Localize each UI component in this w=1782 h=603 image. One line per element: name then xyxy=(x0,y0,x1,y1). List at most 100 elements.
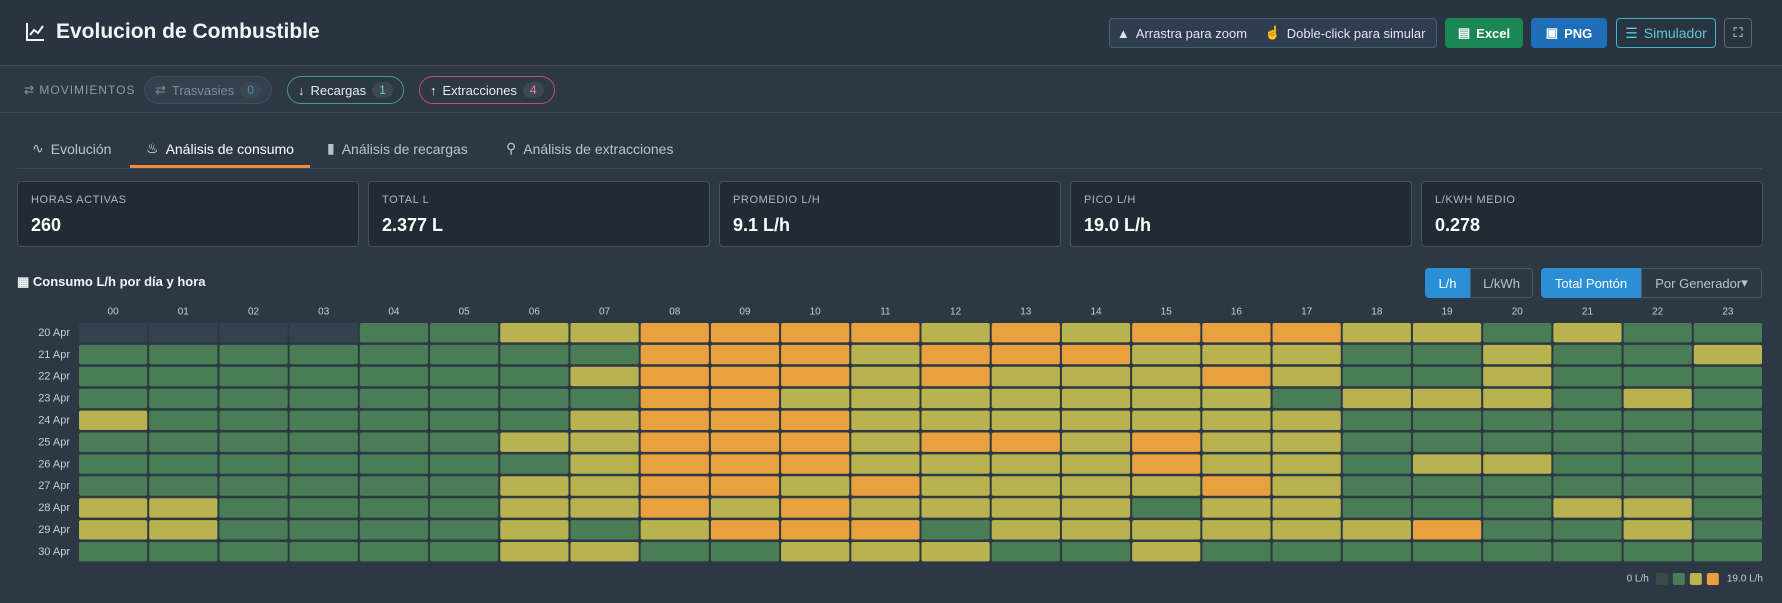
unit-toggle[interactable]: L/kWh xyxy=(1470,268,1533,298)
heat-cell xyxy=(991,542,1060,562)
heat-cell xyxy=(1342,476,1411,496)
label-text: MOVIMIENTOS xyxy=(39,83,136,97)
heat-cell xyxy=(710,476,780,496)
chip-label: Extracciones xyxy=(442,82,517,98)
heat-cell xyxy=(1483,410,1552,430)
hour-label: 10 xyxy=(810,307,822,318)
heat-cell xyxy=(851,323,920,343)
tab[interactable]: ▮ Análisis de recargas xyxy=(327,140,468,157)
hour-label: 05 xyxy=(459,307,471,318)
heat-cell xyxy=(921,323,990,343)
date-label: 24 Apr xyxy=(38,414,70,426)
view-toggle[interactable]: Por Generador ▾ xyxy=(1641,268,1762,298)
heat-cell xyxy=(1483,498,1552,518)
tab[interactable]: ♨ Análisis de consumo xyxy=(146,140,294,157)
hour-label: 02 xyxy=(248,307,260,318)
heat-cell xyxy=(710,432,780,452)
heat-cell xyxy=(570,388,639,409)
heat-cell xyxy=(1553,542,1622,562)
heat-cell xyxy=(1623,388,1692,409)
date-label: 22 Apr xyxy=(38,371,70,383)
heat-cell xyxy=(1412,432,1482,452)
heat-cell xyxy=(219,432,288,452)
hint-text: Arrastra para zoom xyxy=(1135,25,1248,41)
heat-cell xyxy=(219,542,288,562)
heat-cell xyxy=(79,344,148,365)
heat-cell xyxy=(851,542,920,562)
unit-toggle[interactable]: L/h xyxy=(1425,268,1470,298)
heat-cell xyxy=(79,520,148,540)
kpi-card: L/KWH MEDIO 0.278 xyxy=(1421,181,1763,247)
heat-cell xyxy=(851,366,920,387)
heat-cell xyxy=(1623,542,1692,562)
heat-cell xyxy=(921,366,990,387)
heat-cell xyxy=(1061,366,1131,387)
png-button[interactable]: ▣ PNG xyxy=(1531,18,1607,48)
title-text: Consumo L/h por día y hora xyxy=(32,274,206,289)
heat-cell xyxy=(1553,410,1622,430)
date-label: 21 Apr xyxy=(38,349,70,361)
heat-cell xyxy=(1061,476,1131,496)
heat-cell xyxy=(640,432,709,452)
heat-cell xyxy=(1553,454,1622,474)
heat-cell xyxy=(500,388,569,409)
heatmap-title: ▦ Consumo L/h por día y hora xyxy=(17,274,206,289)
heat-cell xyxy=(149,344,218,365)
heat-cell xyxy=(1272,323,1341,343)
button-text: PNG xyxy=(1564,25,1593,41)
heat-cell xyxy=(500,520,569,540)
excel-button[interactable]: ▤ Excel xyxy=(1445,18,1523,48)
heat-cell xyxy=(430,388,499,409)
heat-cell xyxy=(991,410,1060,430)
chip[interactable]: ↑ Extracciones 4 xyxy=(419,76,555,104)
heat-cell xyxy=(1483,366,1552,387)
heat-cell xyxy=(851,498,920,518)
heat-cell xyxy=(991,366,1060,387)
heat-cell xyxy=(640,542,709,562)
empty-cell xyxy=(219,323,288,343)
heat-cell xyxy=(1202,476,1271,496)
tab[interactable]: ⚲ Análisis de extracciones xyxy=(506,140,673,157)
kpi-label: TOTAL L xyxy=(382,194,430,206)
heat-cell xyxy=(851,410,920,430)
hint-text: Doble-click para simular xyxy=(1286,25,1426,41)
heat-cell xyxy=(781,366,850,387)
hour-label: 18 xyxy=(1371,307,1383,318)
heat-cell xyxy=(1412,410,1482,430)
heat-cell xyxy=(1202,542,1271,562)
heat-cell xyxy=(1693,454,1762,474)
heat-cell xyxy=(851,454,920,474)
heat-cell xyxy=(640,476,709,496)
chip[interactable]: ⇄ Trasvasies 0 xyxy=(144,76,272,104)
heat-cell xyxy=(430,410,499,430)
heat-cell xyxy=(1553,323,1622,343)
heat-cell xyxy=(1342,498,1411,518)
heat-cell xyxy=(149,454,218,474)
date-label: 30 Apr xyxy=(38,546,70,558)
tab-label: Evolución xyxy=(50,140,112,157)
heat-cell xyxy=(1272,366,1341,387)
heat-cell xyxy=(781,388,850,409)
tab-label: Análisis de extracciones xyxy=(523,140,674,157)
heat-cell xyxy=(1202,454,1271,474)
heat-cell xyxy=(1202,432,1271,452)
chip[interactable]: ↓ Recargas 1 xyxy=(287,76,404,104)
heat-cell xyxy=(149,520,218,540)
simulator-button[interactable]: ☰ Simulador xyxy=(1616,18,1716,48)
fullscreen-button[interactable]: ⛶ xyxy=(1724,18,1752,48)
tab[interactable]: ∿ Evolución xyxy=(32,140,111,157)
view-toggle[interactable]: Total Pontón xyxy=(1541,268,1641,298)
heat-cell xyxy=(500,323,569,343)
heat-cell xyxy=(851,476,920,496)
heat-cell xyxy=(430,344,499,365)
heat-cell xyxy=(570,476,639,496)
legend-swatch xyxy=(1672,573,1685,585)
heat-cell xyxy=(359,366,429,387)
heat-cell xyxy=(1693,344,1762,365)
heat-cell xyxy=(430,498,499,518)
movements-label: ⇄ MOVIMIENTOS xyxy=(24,83,136,97)
hour-label: 04 xyxy=(388,307,400,318)
heat-cell xyxy=(359,454,429,474)
legend-min-label: 0 L/h xyxy=(1627,574,1649,585)
heat-cell xyxy=(500,432,569,452)
